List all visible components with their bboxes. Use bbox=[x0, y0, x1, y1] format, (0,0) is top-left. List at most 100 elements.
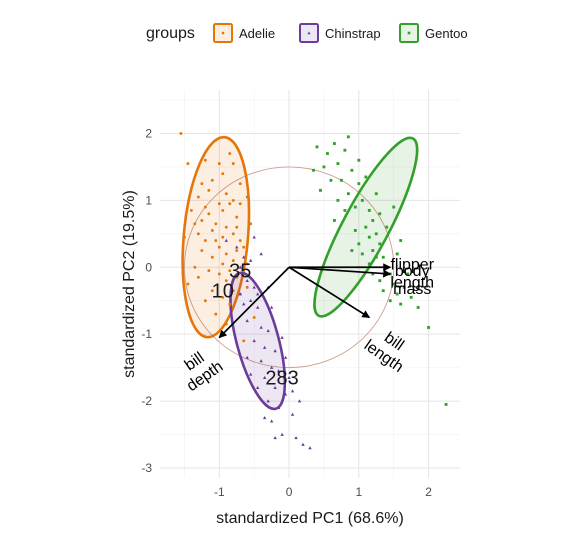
point-gentoo bbox=[364, 175, 368, 179]
point-adelie bbox=[245, 195, 249, 199]
point-adelie bbox=[186, 282, 190, 286]
point-chinstrap bbox=[249, 372, 253, 376]
point-chinstrap bbox=[245, 355, 249, 359]
point-gentoo bbox=[315, 145, 319, 149]
point-gentoo bbox=[378, 279, 382, 283]
legend-marker bbox=[307, 31, 311, 35]
point-chinstrap bbox=[235, 245, 239, 249]
legend-marker bbox=[407, 31, 411, 35]
point-adelie bbox=[196, 195, 200, 199]
point-gentoo bbox=[367, 262, 371, 266]
point-chinstrap bbox=[255, 305, 260, 309]
point-chinstrap bbox=[287, 375, 291, 379]
point-adelie bbox=[228, 152, 232, 155]
point-chinstrap bbox=[249, 258, 253, 262]
x-axis-title: standardized PC1 (68.6%) bbox=[216, 510, 404, 527]
legend-label: Adelie bbox=[239, 26, 275, 41]
x-tick-label: -1 bbox=[214, 485, 225, 499]
point-chinstrap bbox=[238, 292, 242, 296]
point-adelie bbox=[179, 132, 183, 135]
point-gentoo bbox=[374, 232, 378, 236]
point-gentoo bbox=[332, 219, 336, 222]
point-adelie bbox=[231, 289, 235, 293]
point-gentoo bbox=[392, 282, 396, 286]
point-chinstrap bbox=[283, 392, 288, 396]
point-gentoo bbox=[322, 165, 326, 169]
point-chinstrap bbox=[280, 335, 284, 339]
point-gentoo bbox=[353, 205, 357, 209]
loading-label-line: flipper bbox=[390, 256, 434, 273]
point-adelie bbox=[200, 219, 204, 222]
point-adelie bbox=[221, 235, 225, 239]
point-gentoo bbox=[374, 255, 378, 259]
loading-arrow bbox=[288, 266, 371, 319]
point-gentoo bbox=[385, 225, 389, 229]
point-adelie bbox=[245, 262, 249, 266]
legend-marker bbox=[221, 31, 225, 35]
point-adelie bbox=[210, 289, 214, 293]
point-adelie bbox=[228, 202, 232, 206]
point-chinstrap bbox=[242, 255, 246, 259]
point-gentoo bbox=[326, 152, 329, 155]
point-adelie bbox=[203, 299, 207, 303]
outlier-label: 10 bbox=[212, 280, 234, 302]
point-gentoo bbox=[319, 188, 322, 192]
point-adelie bbox=[196, 232, 200, 236]
point-gentoo bbox=[392, 205, 396, 209]
point-chinstrap bbox=[273, 349, 277, 353]
point-gentoo bbox=[399, 302, 403, 306]
point-chinstrap bbox=[280, 432, 284, 436]
point-adelie bbox=[235, 215, 239, 219]
point-gentoo bbox=[350, 168, 354, 172]
point-chinstrap bbox=[308, 446, 312, 450]
point-adelie bbox=[231, 259, 235, 263]
point-chinstrap bbox=[262, 415, 267, 420]
x-tick-label: 1 bbox=[355, 485, 362, 499]
point-adelie bbox=[221, 262, 225, 266]
legend: groups Adelie Chinstrap Gentoo bbox=[146, 23, 468, 43]
point-adelie bbox=[210, 178, 214, 182]
point-gentoo bbox=[378, 212, 382, 216]
point-adelie bbox=[221, 208, 225, 212]
outlier-label: 35 bbox=[229, 260, 251, 282]
point-gentoo bbox=[360, 252, 364, 256]
point-chinstrap bbox=[266, 329, 270, 333]
correlation-circle bbox=[183, 166, 395, 369]
point-chinstrap bbox=[249, 298, 253, 303]
point-adelie bbox=[217, 162, 221, 166]
point-adelie bbox=[249, 222, 253, 226]
point-chinstrap bbox=[269, 365, 274, 369]
point-gentoo bbox=[381, 255, 385, 259]
point-adelie bbox=[200, 182, 204, 186]
point-chinstrap bbox=[294, 436, 298, 440]
loading-arrow bbox=[289, 266, 392, 278]
point-chinstrap bbox=[290, 389, 295, 393]
point-adelie bbox=[203, 239, 207, 242]
point-chinstrap bbox=[290, 412, 295, 416]
point-chinstrap bbox=[276, 369, 281, 373]
point-chinstrap bbox=[255, 385, 260, 389]
point-chinstrap bbox=[301, 442, 305, 446]
point-gentoo bbox=[343, 148, 347, 152]
legend-label: Chinstrap bbox=[325, 26, 381, 41]
point-chinstrap bbox=[259, 325, 263, 329]
loading-label-line: body bbox=[395, 263, 430, 280]
point-chinstrap bbox=[252, 235, 256, 239]
point-gentoo bbox=[312, 168, 315, 172]
point-adelie bbox=[245, 285, 249, 289]
point-adelie bbox=[235, 225, 239, 229]
point-adelie bbox=[207, 212, 211, 216]
y-tick-label: 2 bbox=[145, 126, 152, 140]
point-adelie bbox=[238, 239, 242, 242]
point-adelie bbox=[231, 198, 235, 202]
point-chinstrap bbox=[297, 399, 302, 403]
point-gentoo bbox=[395, 252, 399, 256]
point-adelie bbox=[210, 255, 214, 259]
loading-label: body mass bbox=[393, 263, 431, 298]
y-tick-label: -2 bbox=[141, 394, 152, 408]
point-gentoo bbox=[357, 182, 361, 186]
point-adelie bbox=[221, 172, 225, 176]
point-chinstrap bbox=[262, 345, 267, 349]
panel-background bbox=[160, 90, 460, 478]
